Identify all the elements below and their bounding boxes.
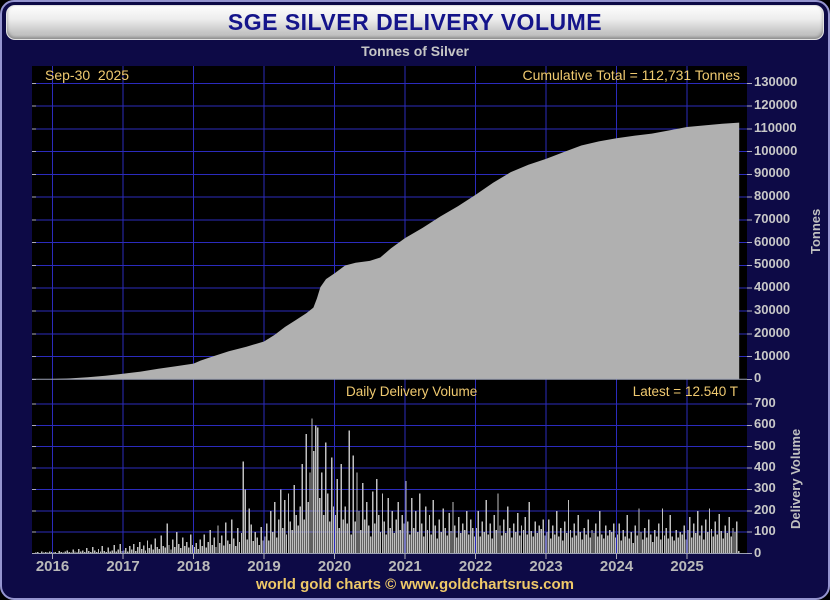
x-tick-label: 2021 [380, 558, 430, 575]
y-tick-label: 100 [754, 523, 816, 538]
y-tick-label: 80000 [754, 188, 816, 203]
date-label: Sep-30 2025 [45, 67, 129, 83]
x-tick-label: 2024 [592, 558, 642, 575]
title-bar: SGE SILVER DELIVERY VOLUME [6, 5, 824, 40]
x-tick-label: 2019 [239, 558, 289, 575]
x-tick-label: 2020 [310, 558, 360, 575]
x-tick-label: 2022 [451, 558, 501, 575]
daily-panel-title: Daily Delivery Volume [346, 384, 477, 399]
y-tick-label: 130000 [754, 74, 816, 89]
chart-plot [32, 66, 754, 560]
y-tick-label: 400 [754, 459, 816, 474]
y-tick-label: 500 [754, 438, 816, 453]
y-tick-label: 0 [754, 545, 816, 560]
y-tick-label: 70000 [754, 211, 816, 226]
y-tick-label: 30000 [754, 302, 816, 317]
chart-subtitle: Tonnes of Silver [2, 43, 828, 59]
x-tick-label: 2017 [98, 558, 148, 575]
chart-frame: SGE SILVER DELIVERY VOLUME Tonnes of Sil… [0, 0, 830, 600]
x-tick-label: 2016 [28, 558, 78, 575]
y-tick-label: 20000 [754, 325, 816, 340]
y-tick-label: 120000 [754, 97, 816, 112]
y-tick-label: 40000 [754, 279, 816, 294]
credit-footer: world gold charts © www.goldchartsrus.co… [2, 576, 828, 593]
y-tick-label: 50000 [754, 256, 816, 271]
y-tick-label: 10000 [754, 348, 816, 363]
x-tick-label: 2025 [662, 558, 712, 575]
y-tick-label: 600 [754, 416, 816, 431]
page-title: SGE SILVER DELIVERY VOLUME [228, 9, 602, 36]
latest-value-label: Latest = 12.540 T [633, 384, 738, 399]
x-tick-label: 2023 [521, 558, 571, 575]
y-tick-label: 200 [754, 502, 816, 517]
y-tick-label: 60000 [754, 234, 816, 249]
y-tick-label: 100000 [754, 143, 816, 158]
y-tick-label: 0 [754, 370, 816, 385]
y-tick-label: 110000 [754, 120, 816, 135]
x-tick-label: 2018 [169, 558, 219, 575]
cumulative-total-label: Cumulative Total = 112,731 Tonnes [522, 67, 740, 83]
y-tick-label: 700 [754, 395, 816, 410]
y-tick-label: 90000 [754, 165, 816, 180]
y-tick-label: 300 [754, 480, 816, 495]
